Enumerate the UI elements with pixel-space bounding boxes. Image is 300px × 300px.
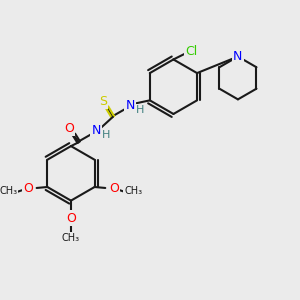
Text: O: O: [64, 122, 74, 135]
Text: CH₃: CH₃: [62, 232, 80, 243]
Text: H: H: [102, 130, 110, 140]
Text: Cl: Cl: [185, 45, 197, 58]
Text: S: S: [99, 95, 107, 108]
Text: H: H: [136, 105, 144, 115]
Text: CH₃: CH₃: [0, 186, 17, 196]
Text: N: N: [126, 99, 135, 112]
Text: O: O: [66, 212, 76, 225]
Text: CH₃: CH₃: [124, 186, 142, 196]
Text: N: N: [92, 124, 101, 137]
Text: O: O: [109, 182, 119, 195]
Text: O: O: [23, 182, 33, 195]
Text: N: N: [233, 50, 243, 63]
